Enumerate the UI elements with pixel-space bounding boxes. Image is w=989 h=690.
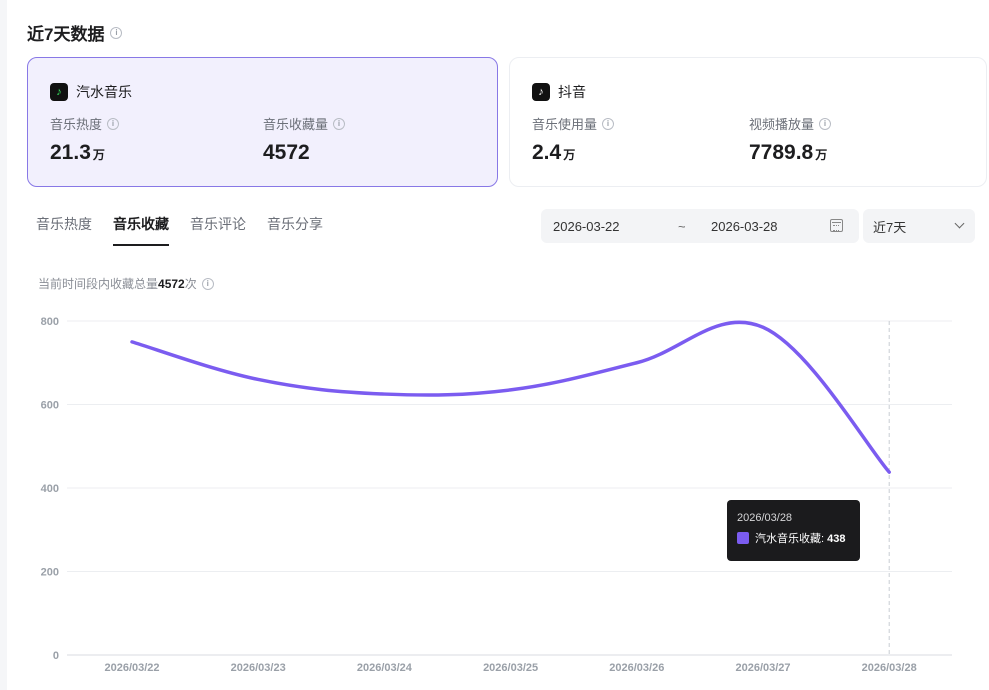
chevron-down-icon <box>954 218 965 229</box>
y-tick-label: 0 <box>53 650 59 662</box>
y-tick-label: 800 <box>41 316 59 328</box>
platform-card-qishui[interactable]: ♪ 汽水音乐 音乐热度 i 21.3 万 音乐收藏量 i 4572 <box>27 57 498 187</box>
card-name: 抖音 <box>558 84 586 100</box>
tab-hotness[interactable]: 音乐热度 <box>36 216 92 232</box>
tab-comments[interactable]: 音乐评论 <box>190 216 246 232</box>
metric-plays: 视频播放量 i 7789.8 万 <box>749 114 832 165</box>
x-tick-label: 2026/03/24 <box>357 662 413 674</box>
card-name: 汽水音乐 <box>76 84 132 100</box>
metric-usage: 音乐使用量 i 2.4 万 <box>532 114 615 165</box>
metric-unit: 万 <box>92 148 105 162</box>
douyin-app-icon: ♪ <box>532 83 550 101</box>
metric-value: 21.3 <box>50 141 91 164</box>
card-header: ♪ 抖音 <box>532 82 586 102</box>
period-select-value: 近7天 <box>873 219 907 235</box>
x-tick-label: 2026/03/23 <box>231 662 286 674</box>
metric-value: 7789.8 <box>749 141 814 164</box>
x-tick-label: 2026/03/27 <box>735 662 790 674</box>
tooltip-series-swatch <box>737 532 749 544</box>
info-icon[interactable]: i <box>333 117 346 130</box>
date-end-input[interactable]: 2026-03-28 <box>711 218 778 234</box>
date-start-input[interactable]: 2026-03-22 <box>553 218 620 234</box>
tooltip-date: 2026/03/28 <box>737 512 793 524</box>
page: 近7天数据 i ♪ 汽水音乐 音乐热度 i 21.3 万 音乐收藏量 i 4572 <box>7 0 989 690</box>
date-separator: ~ <box>678 218 686 234</box>
metric-label: 视频播放量 <box>749 117 815 132</box>
info-icon[interactable]: i <box>107 117 120 130</box>
y-tick-label: 400 <box>41 483 59 495</box>
info-icon[interactable]: i <box>110 26 123 39</box>
metric-value: 2.4 <box>532 141 562 164</box>
section-title: 近7天数据 <box>27 25 105 44</box>
calendar-icon[interactable] <box>830 219 843 232</box>
x-tick-label: 2026/03/28 <box>862 662 917 674</box>
metric-hotness: 音乐热度 i 21.3 万 <box>50 114 120 165</box>
series-line <box>130 320 891 474</box>
y-tick-label: 600 <box>41 400 59 412</box>
tooltip-label: 汽水音乐收藏: <box>755 533 825 545</box>
qishui-music-app-icon: ♪ <box>50 83 68 101</box>
card-header: ♪ 汽水音乐 <box>50 82 132 102</box>
summary-prefix: 当前时间段内收藏总量 <box>38 277 159 291</box>
metric-value: 4572 <box>263 141 310 164</box>
x-tick-label: 2026/03/26 <box>609 662 664 674</box>
x-tick-label: 2026/03/22 <box>104 662 159 674</box>
date-range-picker[interactable]: 2026-03-22 ~ 2026-03-28 <box>541 209 859 243</box>
period-select[interactable]: 近7天 <box>863 209 975 243</box>
metric-unit: 万 <box>815 148 828 162</box>
metric-label: 音乐使用量 <box>532 117 598 132</box>
tab-favorites[interactable]: 音乐收藏 <box>113 214 169 246</box>
tab-shares[interactable]: 音乐分享 <box>267 216 323 232</box>
chart-tooltip: 2026/03/28 汽水音乐收藏: 438 <box>727 500 860 561</box>
info-icon[interactable]: i <box>602 117 615 130</box>
metric-favorites: 音乐收藏量 i 4572 <box>263 114 346 165</box>
metric-label: 音乐收藏量 <box>263 117 329 132</box>
summary-suffix: 次 <box>184 277 197 291</box>
line-chart[interactable]: 0 200 400 600 800 2026/03/22 2026/03/23 2026/03… <box>7 300 989 690</box>
info-icon[interactable]: i <box>201 277 214 290</box>
summary-value: 4572 <box>158 277 185 291</box>
metric-label: 音乐热度 <box>50 117 103 132</box>
platform-card-douyin[interactable]: ♪ 抖音 音乐使用量 i 2.4 万 视频播放量 i 7789.8 万 <box>509 57 987 187</box>
info-icon[interactable]: i <box>819 117 832 130</box>
y-tick-label: 200 <box>41 567 59 579</box>
tooltip-value: 438 <box>827 533 846 545</box>
metric-tabs: 音乐热度 音乐收藏 音乐评论 音乐分享 <box>36 214 323 246</box>
metric-unit: 万 <box>563 148 576 162</box>
x-tick-label: 2026/03/25 <box>483 662 538 674</box>
section-header: 近7天数据 i <box>27 20 123 45</box>
summary-text: 当前时间段内收藏总量4572次 i <box>38 275 214 292</box>
